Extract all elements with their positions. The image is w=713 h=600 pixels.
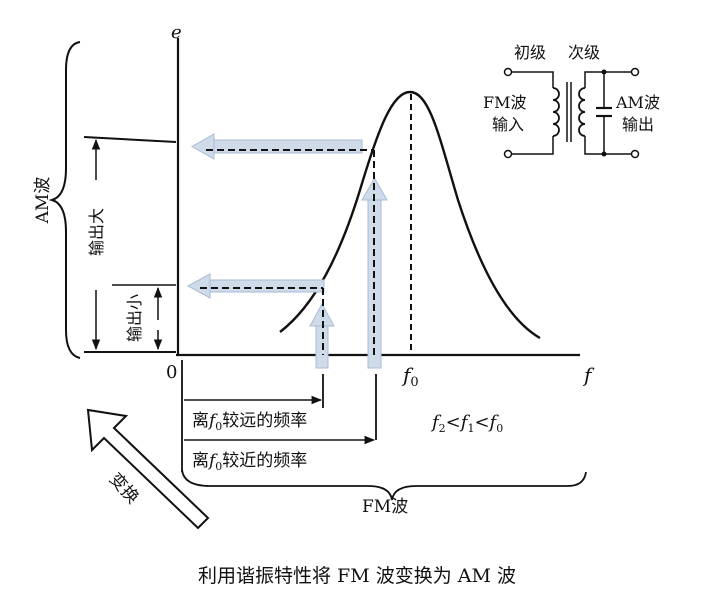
secondary-coil (578, 87, 586, 137)
transform-arrow (86, 408, 210, 530)
x-axis-label: f (582, 363, 595, 387)
primary-coil (552, 87, 560, 137)
transformer-circuit: 初级 次级 FM波 输入 AM波 输出 (483, 43, 660, 159)
y-axis-label: e (171, 22, 182, 43)
primary-label: 初级 (514, 43, 546, 62)
far-freq-label: 离f0较远的频率 (192, 411, 307, 433)
origin-label: 0 (166, 362, 177, 383)
fm-wave-brace (181, 469, 587, 501)
am-wave-label: AM波 (33, 177, 53, 225)
near-freq-label: 离f0较近的频率 (192, 451, 307, 473)
large-output-left-arrow (190, 133, 363, 160)
figure-caption: 利用谐振特性将 FM 波变换为 AM 波 (198, 565, 516, 587)
inequality-label: f2<f1<f0 (430, 412, 503, 435)
secondary-label: 次级 (568, 43, 600, 62)
resonance-curve (279, 90, 541, 340)
am-output-label-2: 输出 (622, 115, 654, 134)
f0-label: f0 (401, 363, 419, 390)
output-large-level-line (83, 136, 177, 143)
am-wave-brace (48, 41, 81, 359)
output-small-label: 输出小 (125, 294, 144, 342)
fm-input-label-1: FM波 (483, 93, 527, 112)
output-large-label: 输出大 (87, 208, 106, 256)
am-output-label-1: AM波 (615, 93, 660, 112)
transform-label: 变换 (105, 469, 143, 508)
small-output-left-arrow (186, 273, 325, 299)
fm-wave-label: FM波 (362, 497, 408, 517)
fm-input-label-2: 输入 (492, 115, 524, 134)
